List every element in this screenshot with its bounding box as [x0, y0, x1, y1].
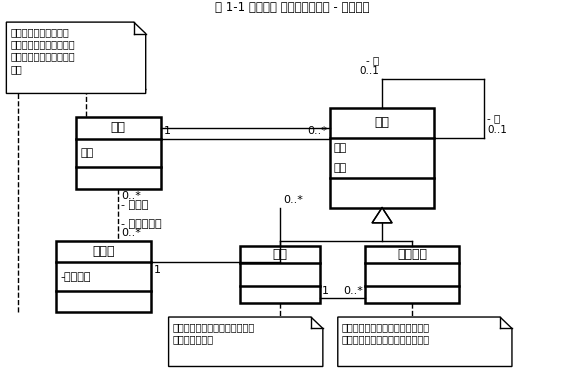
Polygon shape	[338, 317, 512, 367]
Bar	[330, 108, 434, 208]
Text: 0..*: 0..*	[283, 195, 303, 205]
Polygon shape	[6, 22, 146, 94]
Text: コメントは、テーマに参加してい
る会員本人および他会員が書ける: コメントは、テーマに参加してい る会員本人および他会員が書ける	[342, 322, 430, 344]
Text: 0..*: 0..*	[121, 191, 141, 201]
Text: -テーマ名: -テーマ名	[60, 271, 91, 281]
Text: 1: 1	[322, 286, 329, 296]
Text: 会員は、参加している
テーマに対して日記やコ
メントを書くことができ
る。: 会員は、参加している テーマに対して日記やコ メントを書くことができ る。	[11, 27, 75, 74]
Text: 日記: 日記	[273, 248, 288, 261]
Text: コメント: コメント	[397, 248, 427, 261]
Text: 図 1-1 松田政博 様の解答モデル - クラス図: 図 1-1 松田政博 様の解答モデル - クラス図	[215, 1, 370, 14]
Text: - 前
0..1: - 前 0..1	[359, 55, 379, 76]
Text: 1: 1	[164, 126, 171, 136]
Polygon shape	[168, 317, 323, 367]
Text: 記録: 記録	[374, 116, 390, 129]
Text: 1: 1	[154, 265, 161, 275]
Text: 0..*: 0..*	[121, 228, 141, 238]
Text: 0..*: 0..*	[343, 286, 363, 296]
Text: - 参加者: - 参加者	[121, 200, 149, 210]
Text: 0..*: 0..*	[307, 126, 327, 136]
Bar	[76, 117, 161, 189]
Text: 名前: 名前	[80, 148, 93, 158]
Bar	[364, 246, 459, 303]
Text: - 次
0..1: - 次 0..1	[487, 113, 507, 135]
Text: 内容: 内容	[334, 143, 347, 153]
Bar	[56, 241, 151, 312]
Text: 会員: 会員	[111, 121, 126, 134]
Text: 日記はテーマに参加している会
員本人が書ける: 日記はテーマに参加している会 員本人が書ける	[173, 322, 255, 344]
Polygon shape	[372, 208, 392, 223]
Text: - 参加テーマ: - 参加テーマ	[121, 219, 162, 229]
Text: 日付: 日付	[334, 162, 347, 172]
Bar	[240, 246, 320, 303]
Text: テーマ: テーマ	[92, 245, 115, 258]
